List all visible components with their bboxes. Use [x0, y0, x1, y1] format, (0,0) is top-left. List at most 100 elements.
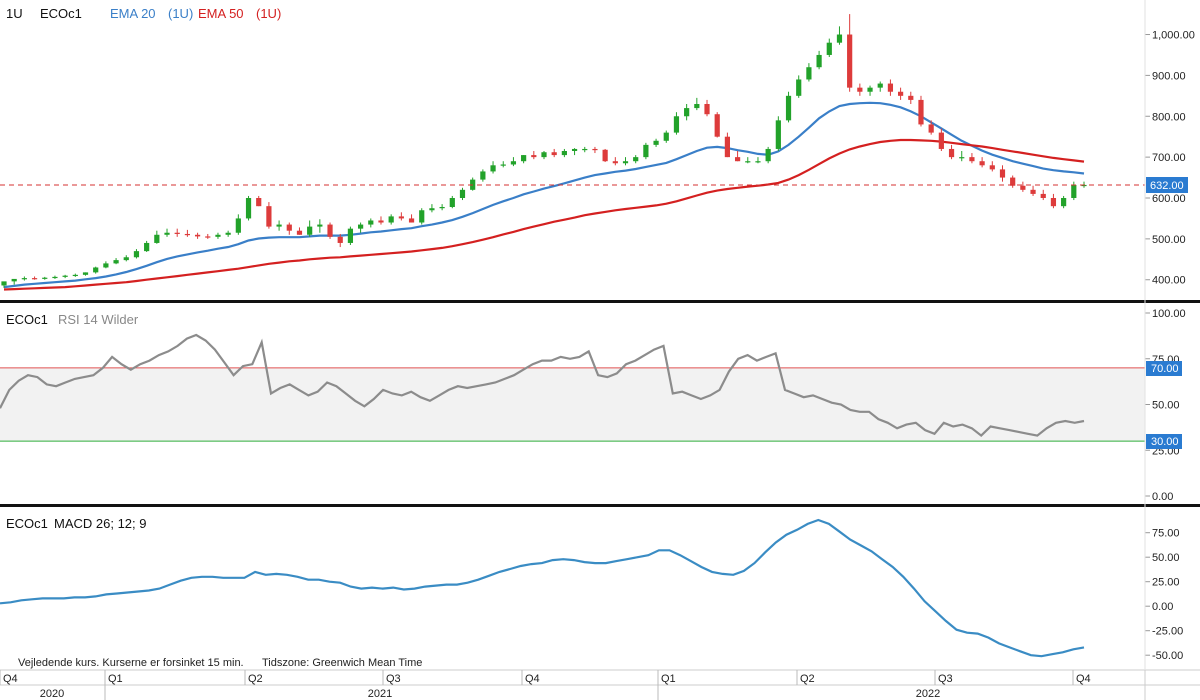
candle-body: [245, 198, 252, 219]
candle-body: [1, 281, 7, 286]
quarter-label: Q4: [525, 673, 540, 685]
candle-body: [154, 234, 160, 243]
candle-body: [52, 276, 58, 279]
candle-body: [1010, 177, 1016, 186]
price-y-tick-label: 700.00: [1152, 152, 1186, 164]
candle-body: [673, 116, 680, 133]
candle-body: [449, 198, 455, 207]
quarter-label: Q1: [661, 673, 676, 685]
year-label: 2022: [916, 688, 940, 700]
ema20-legend-suffix: (1U): [168, 6, 193, 21]
candle-body: [266, 206, 272, 227]
candle-body: [31, 278, 38, 280]
candle-body: [969, 157, 975, 162]
candle-body: [806, 67, 812, 80]
candle-body: [500, 164, 506, 166]
ema20-line: [3, 101, 1085, 289]
candle-body: [317, 224, 323, 227]
candle-body: [714, 114, 720, 137]
quarter-label: Q4: [1076, 673, 1091, 685]
candle-body: [113, 260, 119, 264]
candle-body: [622, 161, 629, 164]
candle-body: [612, 161, 618, 164]
candle-body: [989, 165, 995, 170]
candle-body: [826, 42, 832, 55]
price-y-tick-label: 900.00: [1152, 70, 1186, 82]
candle-body: [388, 216, 394, 223]
candle-body: [602, 149, 608, 162]
candle-body: [979, 161, 985, 166]
candle-body: [867, 87, 873, 92]
x-axis-labels: Q4 Q1 Q2 Q3 Q4 Q1 Q2 Q3 Q4 2020 2021 2022: [0, 670, 1091, 700]
candle-body: [327, 224, 333, 237]
candle-body: [123, 257, 129, 261]
quarter-label: Q2: [800, 673, 815, 685]
candle-body: [561, 151, 567, 156]
candle-body: [531, 155, 537, 158]
macd-y-tick-label: -25.00: [1152, 626, 1183, 638]
macd-y-tick-label: 75.00: [1152, 528, 1180, 540]
candle-body: [908, 95, 914, 100]
candle-body: [796, 79, 802, 96]
panel-divider-2: [0, 504, 1200, 507]
year-label: 2021: [368, 688, 392, 700]
price-symbol-label: ECOc1: [40, 6, 82, 21]
candle-body: [82, 272, 89, 275]
candle-body: [571, 148, 578, 151]
candle-body: [235, 218, 241, 233]
candle-body: [918, 99, 924, 125]
last-price-tag: [1146, 177, 1188, 193]
candle-body: [194, 234, 201, 237]
macd-symbol-label: ECOc1: [6, 516, 48, 531]
candle-body: [765, 148, 771, 162]
quarter-label: Q4: [3, 673, 18, 685]
candle-body: [1050, 198, 1057, 207]
rsi-y-tick-label: 50.00: [1152, 400, 1180, 412]
candle-body: [368, 220, 374, 225]
footer-note: Vejledende kurs. Kurserne er forsinket 1…: [18, 657, 244, 669]
candle-body: [755, 161, 761, 163]
candle-body: [521, 155, 527, 162]
candle-body: [347, 228, 354, 243]
candle-body: [337, 236, 343, 243]
candle-body: [734, 157, 741, 162]
candle-body: [745, 161, 751, 163]
candle-body: [296, 230, 303, 235]
candle-body: [653, 140, 659, 145]
candle-body: [1030, 189, 1036, 194]
price-panel: 1U ECOc1 EMA 20 (1U) EMA 50 (1U) 1,000.0…: [0, 0, 1195, 300]
x-axis: Q4 Q1 Q2 Q3 Q4 Q1 Q2 Q3 Q4 2020 2021 2022: [0, 669, 1200, 700]
rsi-indicator-label: RSI 14 Wilder: [58, 312, 139, 327]
ema20-legend-label: EMA 20: [110, 6, 156, 21]
candle-body: [684, 108, 690, 117]
candle-body: [704, 104, 710, 115]
price-y-tick-label: 800.00: [1152, 111, 1186, 123]
ema50-legend-label: EMA 50: [198, 6, 244, 21]
price-y-tick-label: 600.00: [1152, 193, 1186, 205]
macd-y-tick-label: -50.00: [1152, 650, 1183, 662]
candle-body: [164, 232, 170, 235]
candle-body: [256, 198, 262, 207]
price-y-axis: 1,000.00 900.00 800.00 700.00 600.00 500.00 40…: [1145, 30, 1195, 287]
candle-body: [1071, 184, 1077, 198]
macd-y-tick-label: 0.00: [1152, 601, 1173, 613]
candle-body: [42, 277, 48, 279]
macd-marks: [0, 518, 1085, 658]
rsi-panel: ECOc1 RSI 14 Wilder 100.0075.0050.0025.0…: [0, 308, 1186, 503]
candle-body: [225, 232, 231, 235]
candle-body: [541, 152, 547, 158]
candle-body: [459, 189, 466, 198]
macd-indicator-label: MACD 26; 12; 9: [54, 516, 147, 531]
candle-body: [633, 157, 639, 162]
candle-body: [429, 208, 435, 211]
price-interval-label: 1U: [6, 6, 23, 21]
candle-body: [877, 83, 883, 88]
candle-body: [21, 278, 27, 280]
candle-body: [1081, 184, 1087, 187]
candle-body: [999, 169, 1006, 178]
candle-body: [663, 132, 669, 141]
candle-body: [938, 132, 944, 149]
candle-body: [205, 236, 211, 238]
